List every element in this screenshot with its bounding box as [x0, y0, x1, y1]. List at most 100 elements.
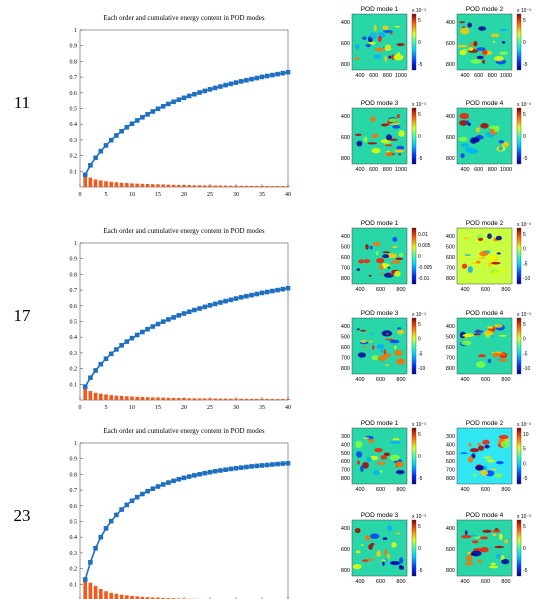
mode-blob [458, 136, 468, 142]
colorbar-tick: -5 [523, 62, 528, 68]
mode-blob [482, 439, 490, 445]
mode-blob [471, 262, 478, 264]
pod-x-tick: 600 [369, 73, 378, 79]
mode-blob [368, 274, 372, 277]
mode-blob [480, 546, 489, 553]
cumulative-marker [212, 301, 218, 307]
mode-blob [377, 35, 382, 43]
cumulative-marker [197, 471, 202, 477]
row-label: 17 [14, 306, 32, 325]
mode-blob [490, 562, 496, 566]
cumulative-marker [176, 476, 182, 482]
mode-blob [388, 55, 392, 59]
mode-blob [368, 438, 375, 444]
pod-x-tick: 400 [460, 167, 469, 173]
colorbar-tick: 0 [523, 546, 526, 552]
colorbar-tick: 0.005 [418, 243, 431, 249]
mode-blob [371, 355, 380, 361]
pod-title: POD mode 3 [361, 100, 399, 107]
pod-x-tick: 800 [383, 167, 392, 173]
x-tick-label: 10 [129, 405, 135, 411]
mode-blob [482, 529, 492, 533]
energy-bar [218, 398, 223, 400]
mode-blob [459, 21, 466, 24]
pod-panel-row17-mode4: POD mode 4 400 600 800 400 500 600 700 800 5 0 -5 -1… [446, 310, 531, 383]
cumulative-marker [145, 112, 150, 117]
mode-blob [394, 345, 397, 350]
mode-blob [395, 257, 404, 261]
mode-blob [464, 562, 474, 566]
cumulative-marker [285, 69, 291, 75]
mode-blob [386, 120, 391, 126]
energy-bar [176, 397, 181, 400]
y-tick-label: 0.8 [70, 472, 78, 478]
energy-bar [119, 594, 124, 599]
colorbar-exponent: x 10⁻³ [412, 102, 426, 108]
energy-bar [161, 597, 166, 599]
pod-x-tick: 800 [488, 73, 497, 79]
mode-blob [352, 564, 362, 570]
plot-frame [79, 242, 289, 401]
colorbar-tick: 0 [523, 247, 526, 253]
cumulative-marker [202, 470, 208, 476]
energy-bar [280, 399, 285, 400]
colorbar-tick: 5 [523, 524, 526, 530]
pod-x-tick: 600 [481, 487, 490, 493]
mode-blob [477, 442, 481, 447]
pod-title: POD mode 2 [466, 420, 504, 427]
cumulative-marker [259, 463, 265, 468]
cumulative-marker [134, 118, 140, 123]
mode-blob [382, 254, 390, 259]
mode-blob [356, 550, 361, 554]
pod-y-tick: 600 [446, 345, 455, 351]
colorbar-exponent: x 10⁻³ [517, 422, 531, 428]
cumulative-marker [228, 297, 234, 303]
mode-blob [369, 245, 373, 250]
pod-x-tick: 400 [355, 287, 364, 293]
mode-blob [499, 533, 503, 540]
mode-blob [370, 116, 376, 123]
mode-blob [488, 125, 498, 129]
energy-bar [208, 185, 212, 187]
energy-bar [104, 591, 108, 599]
cumulative-marker [238, 465, 244, 470]
cumulative-marker [244, 464, 249, 470]
pod-panel-row17-mode1: POD mode 1 400 600 800 400 500 600 700 800 0.01 0.… [341, 220, 433, 293]
cumulative-marker [207, 303, 213, 308]
cumulative-marker [150, 109, 156, 114]
pod-title: POD mode 1 [361, 420, 399, 427]
pod-y-tick: 400 [341, 20, 350, 26]
energy-bar [145, 184, 150, 187]
y-tick-label: 0.6 [70, 91, 78, 97]
colorbar-tick: 5 [523, 18, 526, 24]
energy-bar [213, 185, 218, 187]
mode-blob [387, 553, 390, 560]
cumulative-marker [160, 482, 166, 487]
y-tick-label: 0.3 [70, 551, 78, 557]
pod-y-tick: 400 [446, 526, 455, 532]
cumulative-line [84, 71, 289, 176]
x-tick-label: 35 [259, 405, 265, 411]
mode-blob [476, 361, 486, 368]
mode-blob [396, 145, 405, 151]
cumulative-marker [140, 114, 145, 120]
pod-y-tick: 800 [446, 62, 455, 68]
cumulative-marker [145, 326, 150, 332]
mode-blob [368, 544, 373, 550]
pod-y-tick: 700 [341, 266, 350, 272]
energy-bar [98, 180, 103, 187]
cumulative-marker [244, 77, 249, 83]
mode-blob [389, 339, 400, 344]
energy-bar [202, 398, 207, 400]
mode-blob [492, 529, 501, 533]
y-tick-label: 0.1 [70, 169, 78, 175]
energy-bar [192, 398, 197, 400]
mode-blob [396, 114, 401, 118]
mode-blob [475, 127, 480, 133]
mode-blob [387, 266, 391, 269]
pod-panel-row23-mode3: POD mode 3 400 600 800 400 600 800 5 0 -5 x 10⁻³ [341, 512, 426, 585]
pod-x-tick: 600 [376, 487, 385, 493]
pod-x-tick: 400 [460, 487, 469, 493]
y-tick-label: 0.4 [70, 335, 78, 341]
